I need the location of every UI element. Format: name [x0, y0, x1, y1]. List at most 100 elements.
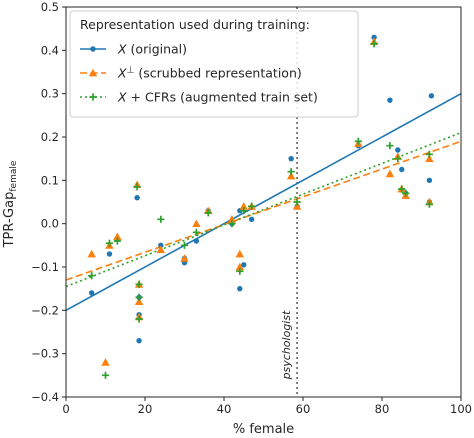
- data-point-s2-7: [135, 315, 143, 323]
- x-tick-label-4: 80: [375, 402, 390, 416]
- plot-layer: [65, 7, 462, 397]
- y-tick-label-6: 0.2: [41, 130, 59, 144]
- data-point-s1-9: [180, 254, 189, 262]
- data-point-s0-15: [241, 262, 247, 268]
- data-point-s2-16: [287, 168, 295, 176]
- legend-label-0: X (original): [117, 42, 187, 57]
- data-point-s2-13: [236, 267, 244, 275]
- data-point-s0-1: [106, 251, 113, 257]
- data-point-s0-17: [288, 155, 294, 162]
- legend-box: [69, 10, 359, 118]
- data-point-s1-13: [235, 249, 244, 258]
- data-point-s2-2: [105, 239, 114, 247]
- legend-label-1: X⊥ (scrubbed representation): [117, 66, 302, 81]
- legend-marker-2: [89, 93, 97, 101]
- y-axis-label-subscript: female: [9, 160, 19, 191]
- data-point-s0-6: [136, 337, 142, 344]
- data-point-s2-24: [425, 200, 433, 208]
- legend-label-text: (original): [127, 42, 187, 57]
- data-point-s0-27: [428, 93, 435, 99]
- data-point-s0-14: [237, 285, 243, 292]
- x-axis-label: % female: [233, 422, 294, 437]
- data-point-s2-22: [398, 185, 406, 193]
- data-point-s1-3: [113, 232, 122, 241]
- data-point-s2-21: [394, 155, 402, 163]
- data-point-s1-15: [239, 202, 248, 210]
- legend-title: Representation used during training:: [80, 17, 310, 32]
- y-tick-label-3: −0.1: [31, 260, 59, 274]
- data-point-s1-21: [385, 169, 395, 178]
- data-point-s0-21: [387, 97, 393, 103]
- x-tick-label-1: 20: [138, 402, 153, 416]
- data-point-s2-4: [133, 183, 141, 191]
- data-point-s0-10: [193, 238, 200, 244]
- data-point-s0-0: [88, 290, 95, 296]
- data-point-s2-3: [113, 237, 121, 245]
- fit-line-1: [65, 140, 462, 281]
- y-tick-label-0: −0.4: [31, 390, 59, 404]
- y-tick-label-2: −0.2: [31, 303, 59, 317]
- data-point-s0-23: [399, 166, 405, 173]
- x-tick-label-3: 60: [296, 402, 311, 416]
- data-point-s2-23: [402, 189, 410, 197]
- y-tick-label-4: 0.0: [41, 217, 59, 231]
- data-point-s2-8: [157, 215, 165, 223]
- data-point-s2-11: [204, 209, 212, 217]
- axis-ticks: 0 20 40 60 80 100 −0.4 −0.3 −0.2 −0.1 0.0 0.1 0.2 0.3…: [31, 0, 472, 416]
- x-tick-label-2: 40: [217, 402, 232, 416]
- data-point-s2-0: [88, 272, 96, 280]
- data-point-s2-20: [386, 142, 394, 150]
- y-tick-label-9: 0.5: [41, 0, 59, 14]
- y-tick-label-5: 0.1: [41, 173, 59, 187]
- data-point-s1-26: [425, 154, 434, 163]
- data-point-s1-17: [286, 171, 296, 180]
- axes-frame: [65, 6, 462, 398]
- legend-label-text: (scrubbed representation): [134, 66, 301, 81]
- legend-label-text: + CFRs (augmented train set): [127, 90, 318, 105]
- y-axis-label-main: TPR-Gap: [2, 192, 17, 249]
- data-point-s0-20: [371, 34, 377, 41]
- legend-label-symbol: X: [117, 42, 127, 57]
- legend-label-symbol: X: [117, 66, 127, 81]
- x-tick-label-5: 100: [450, 402, 472, 416]
- fit-line-0: [65, 92, 462, 312]
- legend-label-2: X + CFRs (augmented train set): [117, 90, 318, 105]
- data-point-s2-9: [180, 241, 189, 249]
- y-axis-label: TPR-Gapfemale: [2, 160, 19, 248]
- data-point-s2-1: [101, 371, 110, 379]
- data-point-s2-10: [192, 228, 200, 236]
- legend-marker-1: [88, 68, 98, 77]
- legend-marker-0: [90, 46, 96, 52]
- data-point-s2-15: [248, 202, 256, 210]
- data-point-s0-16: [248, 216, 255, 223]
- data-point-s2-19: [370, 40, 378, 48]
- x-tick-label-0: 0: [62, 402, 69, 416]
- data-point-s2-18: [354, 137, 362, 145]
- plot-frame: [65, 6, 462, 398]
- legend-label-superscript: ⊥: [127, 66, 135, 76]
- data-point-s1-6: [134, 297, 144, 306]
- data-point-s0-25: [426, 177, 433, 184]
- data-point-s1-0: [87, 249, 96, 258]
- data-point-s1-18: [292, 202, 302, 210]
- data-point-s2-6: [135, 293, 143, 301]
- data-point-s2-17: [293, 198, 301, 206]
- legend-label-symbol: X: [117, 90, 127, 105]
- data-point-s0-22: [395, 147, 401, 153]
- fit-line-2: [65, 131, 462, 288]
- data-point-s1-12: [227, 215, 237, 223]
- data-point-s0-3: [134, 194, 140, 201]
- data-point-s1-10: [192, 219, 201, 228]
- data-point-s2-25: [425, 150, 433, 158]
- data-point-s1-14: [235, 262, 244, 271]
- y-tick-label-8: 0.4: [41, 43, 59, 57]
- legend: Representation used during training: X (…: [69, 10, 359, 118]
- data-point-s2-14: [240, 207, 248, 215]
- y-tick-label-1: −0.3: [31, 347, 59, 361]
- legend-entries: X (original)X⊥ (scrubbed representation)…: [80, 42, 318, 105]
- data-point-s2-12: [228, 220, 236, 228]
- data-point-s1-8: [156, 245, 165, 254]
- data-point-s2-5: [135, 280, 143, 288]
- data-point-s0-7: [158, 242, 164, 249]
